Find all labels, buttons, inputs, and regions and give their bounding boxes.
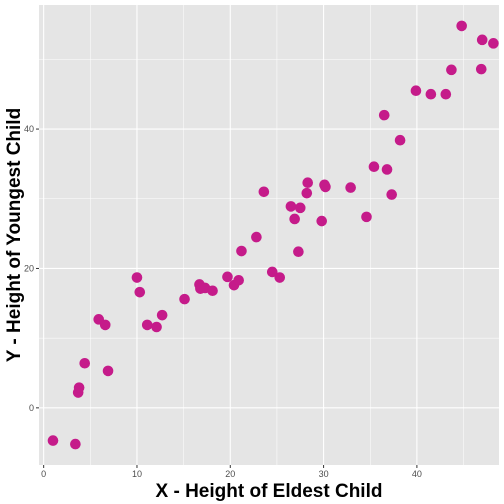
data-point: [274, 272, 286, 283]
y-axis-title: Y - Height of Youngest Child: [4, 108, 25, 362]
data-point: [293, 246, 304, 258]
data-point: [410, 85, 422, 97]
data-point: [368, 161, 380, 172]
data-point: [151, 321, 162, 333]
data-point: [378, 109, 390, 121]
data-point: [258, 186, 270, 198]
data-point: [99, 319, 111, 331]
major-grid: [39, 5, 499, 465]
data-point: [251, 231, 262, 243]
data-point: [131, 272, 143, 283]
x-tick-label: 40: [412, 469, 422, 479]
data-point: [207, 285, 218, 297]
data-point: [361, 211, 372, 223]
data-point: [476, 34, 488, 46]
x-axis-ticks: 0 10 20 30 40: [41, 465, 422, 479]
x-tick-label: 0: [41, 469, 46, 479]
data-point: [475, 63, 487, 75]
data-point: [179, 293, 190, 305]
data-point: [488, 38, 499, 49]
data-point: [236, 245, 247, 257]
data-point: [102, 365, 114, 377]
y-tick-label: 40: [24, 124, 34, 134]
data-point: [222, 271, 233, 283]
data-point: [73, 382, 85, 393]
data-point: [456, 20, 467, 32]
data-points: [47, 20, 499, 450]
data-point: [302, 177, 314, 189]
data-point: [316, 215, 328, 227]
y-axis-ticks: 0 20 40: [24, 124, 39, 413]
data-point: [141, 319, 153, 331]
data-point: [301, 187, 313, 199]
data-point: [386, 189, 397, 200]
data-point: [425, 88, 437, 100]
data-point: [134, 286, 146, 298]
x-tick-label: 30: [319, 469, 329, 479]
data-point: [381, 164, 393, 175]
plot-panel: [39, 5, 499, 465]
data-point: [79, 357, 91, 369]
data-point: [70, 438, 81, 450]
data-point: [294, 202, 306, 214]
data-point: [394, 134, 406, 146]
data-point: [285, 201, 297, 212]
data-point: [266, 266, 278, 278]
y-tick-label: 20: [24, 263, 34, 273]
data-point: [289, 213, 300, 225]
data-point: [233, 275, 244, 286]
data-point: [156, 309, 168, 321]
x-tick-label: 10: [132, 469, 142, 479]
x-axis-title: X - Height of Eldest Child: [156, 481, 383, 502]
data-point: [446, 64, 457, 76]
data-point: [440, 88, 452, 100]
data-point: [320, 181, 331, 193]
minor-grid: [39, 5, 499, 465]
x-tick-label: 20: [225, 469, 235, 479]
y-tick-label: 0: [29, 403, 34, 413]
data-point: [345, 182, 356, 193]
data-point: [47, 435, 59, 446]
